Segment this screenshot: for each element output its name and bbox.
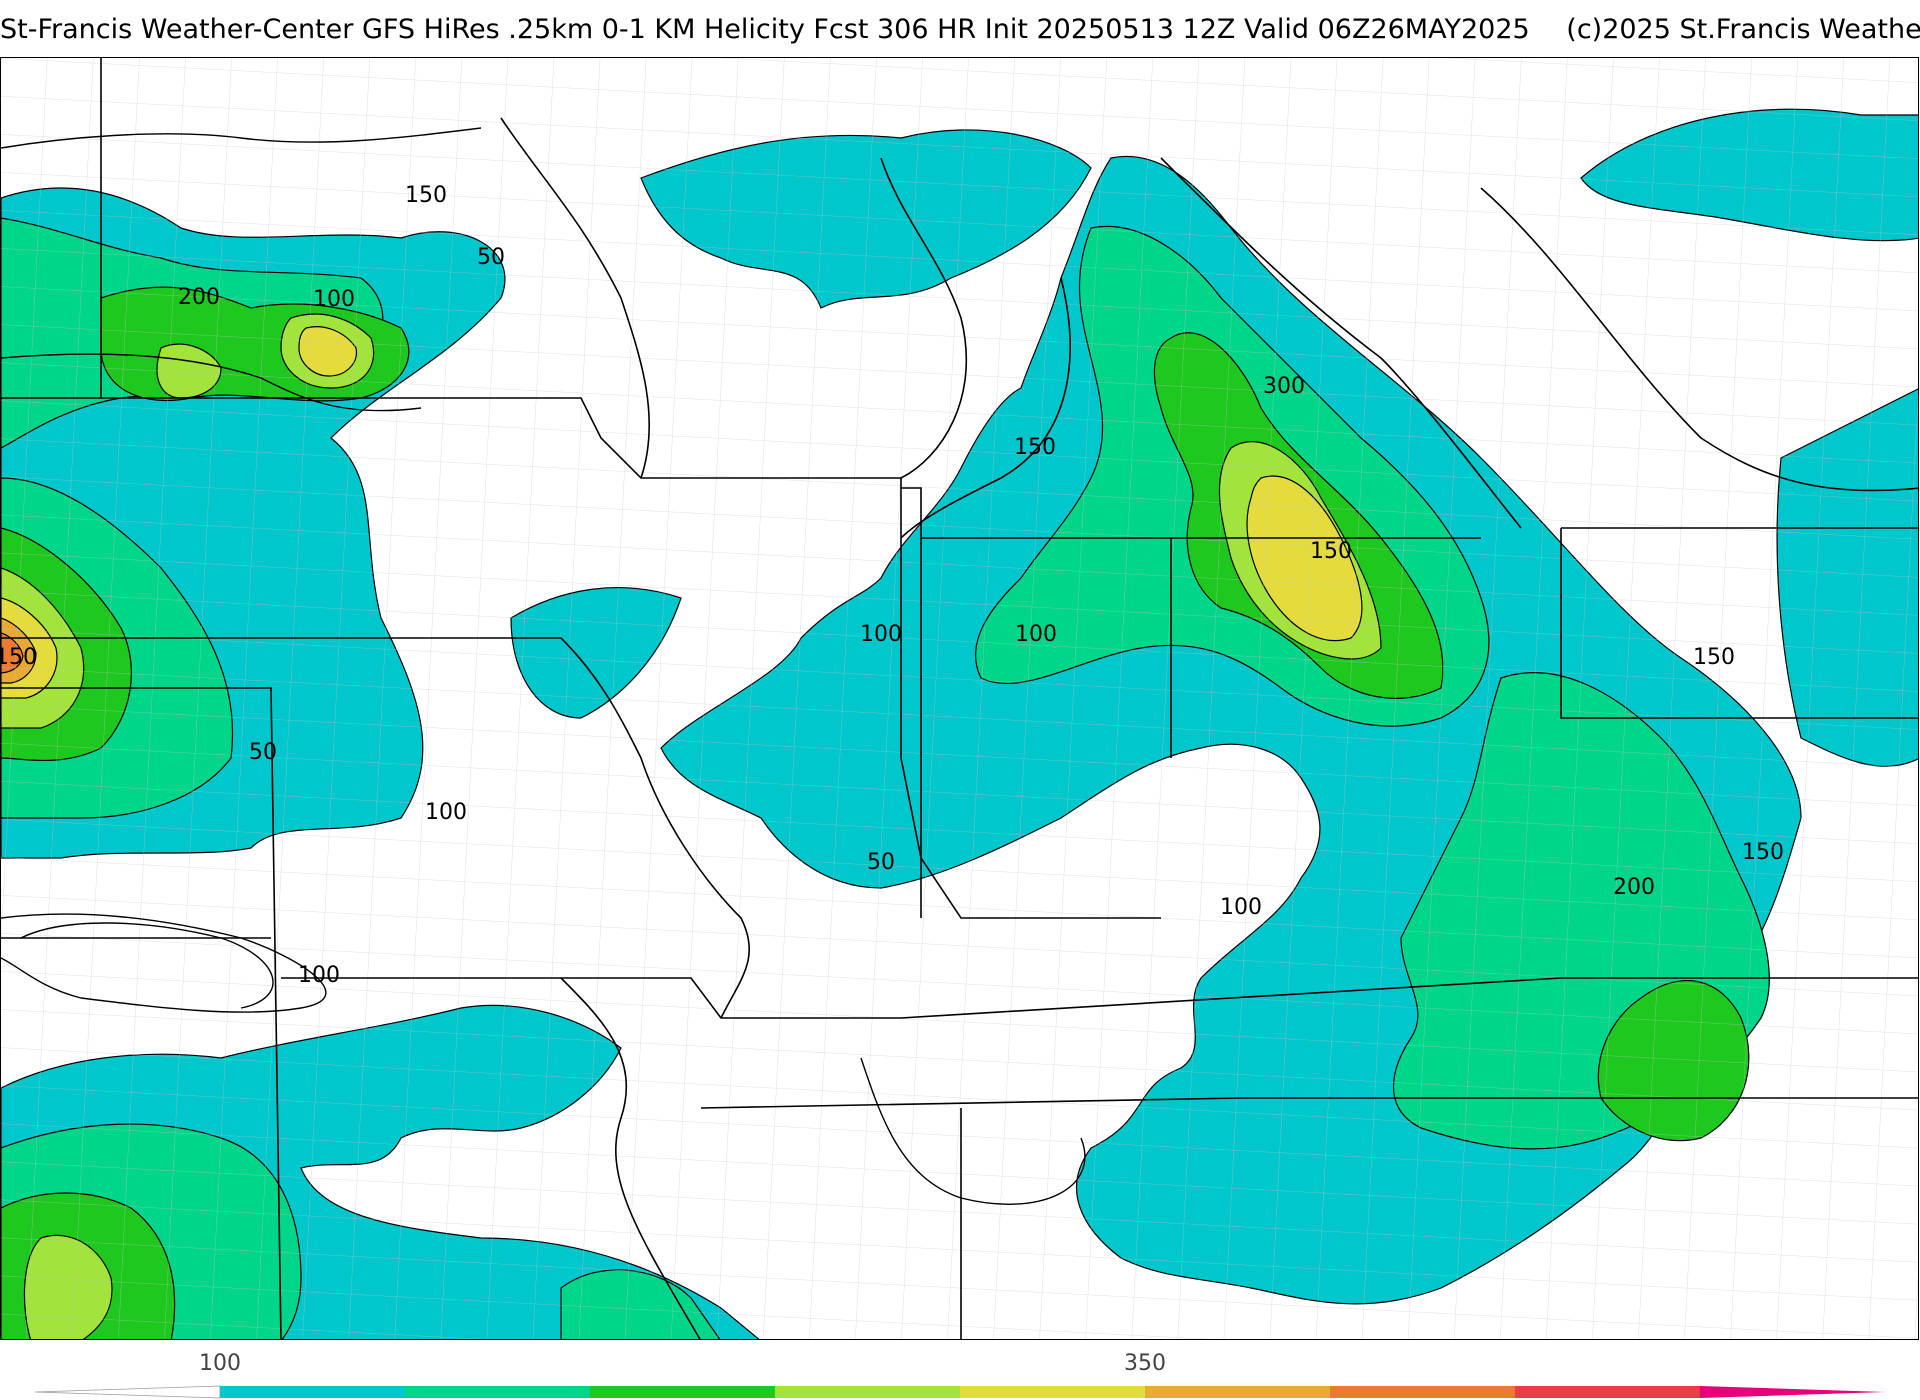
colorbar-bins: [34, 1385, 1885, 1399]
contour-label: 150: [405, 183, 447, 208]
colorbar-bin: [1515, 1386, 1700, 1398]
contour-label: 200: [1613, 875, 1655, 900]
colorbar: 100 350: [34, 1351, 1885, 1399]
contour-label: 150: [1, 645, 37, 670]
state-border-line: [281, 977, 1918, 1019]
contour-label: 100: [1015, 622, 1057, 647]
map-title: St-Francis Weather-Center GFS HiRes .25k…: [0, 14, 1920, 45]
state-border-line: [1160, 157, 1522, 529]
contour-label: 150: [1014, 435, 1056, 460]
contour-label: 150: [1693, 645, 1735, 670]
state-border-line: [1, 687, 282, 1339]
colorbar-tick-label: 100: [199, 1351, 241, 1376]
contour-label: 50: [249, 740, 277, 765]
helicity-map: 5050505010010010010010010015015015015015…: [0, 57, 1919, 1340]
colorbar-bin: [590, 1386, 775, 1398]
state-border-line: [901, 487, 922, 918]
contour-line: [20, 922, 274, 1009]
colorbar-bin: [1145, 1386, 1330, 1398]
copyright-text: (c)2025 St.Francis Weather: [1566, 14, 1920, 45]
state-border-line: [500, 117, 651, 479]
state-borders: [1, 58, 1918, 1339]
contour-label: 100: [313, 287, 355, 312]
river-border: [560, 977, 701, 1339]
lake-shore: [880, 157, 968, 479]
contour-label-layer: 5050505010010010010010010015015015015015…: [1, 183, 1784, 988]
colorbar-tick-label: 350: [1124, 1351, 1166, 1376]
map-canvas: 5050505010010010010010010015015015015015…: [1, 58, 1918, 1339]
state-border-line: [1560, 528, 1918, 719]
colorbar-bin: [220, 1386, 405, 1398]
county-lines: [1, 58, 1918, 1339]
contour-label: 150: [1742, 840, 1784, 865]
lake-shore: [900, 277, 1071, 539]
contour-label: 50: [867, 850, 895, 875]
title-text: St-Francis Weather-Center GFS HiRes .25k…: [0, 14, 1530, 45]
state-border-line: [700, 1097, 1918, 1109]
contour-line: [1, 913, 327, 1013]
river-border: [560, 637, 751, 1019]
colorbar-bin: [1330, 1386, 1515, 1398]
national-border: [1480, 187, 1918, 492]
contour-line: [1, 127, 482, 149]
contour-label: 100: [298, 963, 340, 988]
contour-label: 150: [1310, 539, 1352, 564]
contour-label: 100: [425, 800, 467, 825]
contour-label: 100: [860, 622, 902, 647]
colorbar-bin: [405, 1386, 590, 1398]
contour-label: 100: [1220, 895, 1262, 920]
contour-lines: [1, 127, 1086, 1205]
contour-line: [1, 353, 422, 412]
colorbar-bin: [1700, 1386, 1885, 1398]
colorbar-low-tip: [34, 1385, 221, 1399]
colorbar-ticks: 100 350: [199, 1351, 1166, 1376]
contour-label: 50: [477, 245, 505, 270]
colorbar-bin: [960, 1386, 1145, 1398]
contour-label: 200: [178, 285, 220, 310]
colorbar-bin: [775, 1386, 960, 1398]
contour-line: [860, 1057, 1086, 1205]
contour-label: 300: [1263, 374, 1305, 399]
